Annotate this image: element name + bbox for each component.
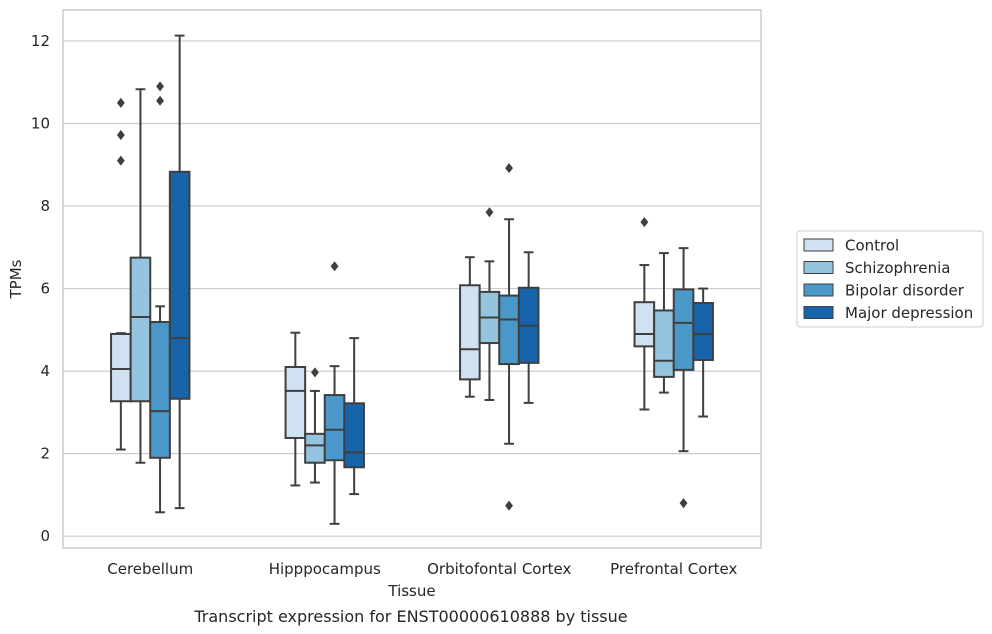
box [168,170,191,400]
outlier-point [116,97,125,108]
y-tick-label: 2 [40,445,50,463]
legend-items: Control Schizophrenia Bipolar disorder Majo… [803,237,973,322]
gridlines [63,40,761,537]
x-tick-label: Prefrontal Cortex [610,560,737,578]
outlier-point [640,217,649,228]
legend-swatch [803,306,834,319]
box-group [129,88,152,464]
legend: Control Schizophrenia Bipolar disorder Majo… [796,230,984,328]
outlier-point [505,163,513,174]
box-group [110,97,132,451]
outlier-point [505,500,513,511]
box [323,394,346,462]
box-group [653,252,675,394]
outlier-point [679,498,688,509]
box [110,332,132,403]
outlier-point [485,207,494,218]
box [653,309,675,378]
box-group [304,367,326,484]
x-tick-label: Orbitofontal Cortex [427,560,571,578]
x-tick-labels: Cerebellum Hipppocampus Orbitofontal Corte… [107,560,737,578]
legend-frame [796,230,984,328]
y-tick-labels: 0 2 4 6 8 10 12 [31,32,50,545]
legend-label: Control [845,237,899,255]
legend-label: Bipolar disorder [845,282,965,300]
plot-frame [62,9,762,549]
legend-label: Schizophrenia [845,259,950,277]
box-group [633,217,656,411]
legend-label: Major depression [845,304,973,322]
box-group [692,287,714,418]
outlier-point [156,81,164,92]
box-group [168,34,191,510]
x-tick-label: Cerebellum [107,560,193,578]
outlier-point [156,95,164,106]
box [284,365,307,439]
x-tick-label: Hipppocampus [269,560,381,578]
legend-swatch [803,238,834,252]
y-tick-label: 8 [40,197,50,215]
box-group [478,207,501,402]
box [633,301,656,348]
boxes [110,34,714,525]
y-tick-label: 0 [40,527,50,545]
box [343,402,365,469]
outlier-point [330,261,339,272]
box [672,288,695,371]
outlier-point [116,130,125,141]
box-group [517,251,540,404]
box [149,321,171,459]
box-group [498,163,520,511]
box-group [284,331,307,487]
box-group [343,337,365,496]
box-group [149,81,171,514]
box [692,302,714,361]
y-tick-label: 12 [31,32,50,50]
outlier-point [311,367,319,378]
box [498,294,520,366]
legend-swatch [803,261,834,274]
outlier-point [116,155,125,166]
y-tick-label: 4 [40,362,50,380]
box-group [672,247,695,509]
box [304,432,326,464]
box-group [459,256,481,398]
legend-swatch [803,283,834,297]
box-group [323,261,346,525]
x-axis-title: Tissue [387,582,435,600]
chart-caption: Transcript expression for ENST0000061088… [193,607,627,626]
y-axis-title: TPMs [7,259,25,299]
box [129,256,152,403]
box [459,284,481,381]
y-tick-label: 6 [40,280,50,298]
y-tick-label: 10 [31,115,50,133]
